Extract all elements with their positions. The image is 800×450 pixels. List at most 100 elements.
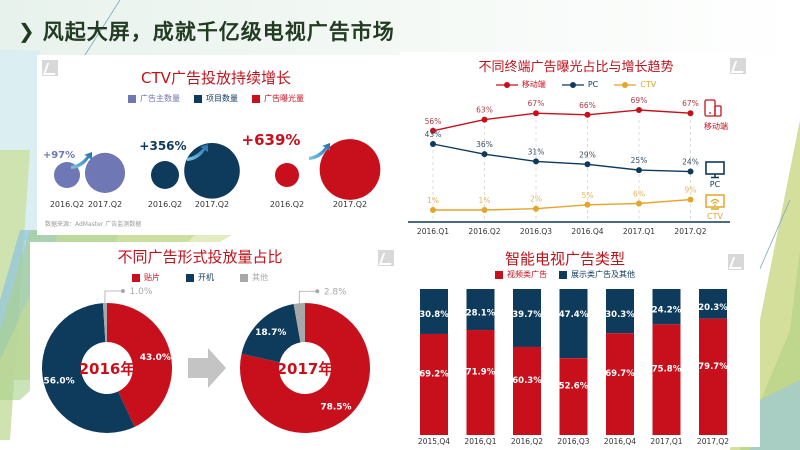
leader-line [298,290,318,304]
legend-label: 展示类广告及其他 [571,270,635,279]
slice-label: 18.7% [255,328,286,338]
bar-label: 52.6% [559,382,589,392]
series-line [433,198,691,211]
legend-item: 展示类广告及其他 [559,269,635,280]
legend-swatch [252,94,260,103]
bar-label: 75.8% [652,365,682,375]
chart-title: 智能电视广告类型 [504,250,625,268]
data-point [636,107,642,113]
bar-segment-video [606,333,634,435]
data-point [430,141,436,147]
data-point [481,151,488,158]
legend-item: PC [561,79,599,90]
data-label: 25% [631,156,648,165]
legend-label: 广告曝光量 [264,94,304,103]
x-tick-label: 2016,Q3 [557,437,589,446]
x-tick-label: 2017.Q2 [674,227,706,236]
bar-label: 30.3% [605,310,635,320]
bar-label: 39.7% [512,310,542,320]
legend-label: 广告主数量 [140,94,180,103]
bar-segment-video [559,358,588,435]
leader-line [104,290,123,304]
chevron-right-icon: ❯ [18,19,35,43]
data-point [430,127,436,134]
slice-label: 78.5% [320,403,351,413]
donut-slice [41,303,135,433]
legend-label: CTV [640,80,657,89]
bar-segment-video [652,324,681,435]
data-label: 31% [528,147,545,156]
growth-label: +639% [242,131,301,149]
legend-label: 开机 [198,273,214,282]
panel-ad-format-share: 不同广告形式投放量占比 贴片 开机 其他 43.0% 56.0% 1.0% 2016年… [30,242,400,447]
bar-label: 79.7% [698,362,728,372]
data-point [481,207,488,213]
data-label: 36% [476,140,493,149]
bubble-2017 [184,143,240,199]
bubble-2017 [319,139,381,200]
bar-label: 71.9% [466,368,496,378]
bar-segment-video [513,346,541,435]
data-label: 69% [631,96,648,105]
legend-line-marker [495,81,518,88]
legend-swatch [559,270,567,279]
bar-label: 28.1% [466,309,496,319]
x-tick-label: 2016,Q1 [464,437,496,446]
donut-center-label: 2016年 [79,360,136,378]
legend-swatch [186,273,194,282]
data-label: 56% [425,117,442,126]
legend-swatch [495,270,503,279]
legend-label: 项目数量 [206,94,238,103]
bar-label: 47.4% [559,310,589,320]
donut-slice [240,303,370,433]
data-label: 1% [427,196,439,205]
leader-dot [120,289,125,294]
bar-segment-display [652,289,681,325]
period-label: 2017.Q2 [333,200,367,209]
bubble-2016 [151,161,179,189]
chart-title: 不同广告形式投放量占比 [117,248,283,266]
series-line [432,109,691,132]
legend-label: 贴片 [144,273,160,282]
period-label: 2016.Q2 [270,200,304,209]
donut-slice [293,303,305,343]
donut-slice [107,303,172,427]
data-point [687,110,694,117]
legend-swatch [240,273,248,282]
bubble-chart: 2016.Q2 2017.Q2 +97% 2016.Q2 2017.Q2 +356% 201… [43,131,381,209]
legend-line-marker [561,81,584,88]
data-label: 63% [476,106,493,115]
data-point [584,111,591,118]
legend-label: 视频类广告 [507,270,547,279]
bar-segment-video [420,333,448,435]
bar-label: 30.8% [419,310,449,320]
bubble-2016 [275,163,299,187]
data-label: 67% [682,99,699,108]
panel-ctv-growth: CTV广告投放持续增长 广告主数量 项目数量 广告曝光量 2016.Q2 2017… [37,55,395,235]
data-point [481,116,488,123]
bar-label: 69.2% [419,369,449,379]
donut-slice [102,303,107,343]
legend-label: PC [587,80,599,89]
mobile-devices-icon [704,99,722,117]
legend-item: 开机 [186,272,214,283]
slice-label: 1.0% [130,287,153,297]
data-label: 2% [530,195,542,204]
bar-segment-display [466,289,495,331]
bar-label: 24.2% [652,306,682,316]
legend-line-marker [614,81,637,88]
x-tick-label: 2016,Q4 [604,437,636,446]
x-tick-label: 2015,Q4 [418,437,450,446]
line-chart: 56% 63% 67% 66% 69% 67% 43% 36% 31% 29% 25% 24% 1% 1%… [408,96,730,236]
donut-charts: 43.0% 56.0% 1.0% 2016年 78.5% 18.7% 2.8% 2017年 [41,287,370,433]
slice-label: 56.0% [43,376,74,386]
x-tick-label: 2017.Q1 [623,227,655,236]
series-line [432,143,691,173]
data-point [430,207,436,213]
legend-swatch [128,94,136,103]
data-point [533,158,539,165]
series-end-label: PC [710,180,721,189]
chart-title: 不同终端广告曝光占比与增长趋势 [478,60,674,75]
data-point [687,196,694,203]
brand-logo-icon [378,250,394,266]
